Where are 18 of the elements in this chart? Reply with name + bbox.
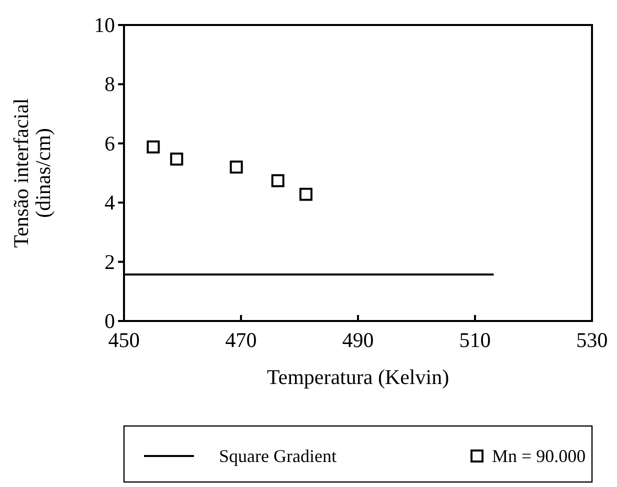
point	[146, 140, 160, 154]
y-tick-label: 8	[104, 72, 115, 96]
point	[299, 188, 312, 201]
point	[230, 160, 243, 174]
y-tick-label: 4	[104, 190, 116, 215]
x-tick-label: 510	[459, 328, 491, 352]
y-tick-label: 2	[104, 250, 115, 274]
x-tick-label: 470	[225, 328, 257, 352]
x-axis-title: Temperatura (Kelvin)	[266, 365, 450, 389]
y-axis-title: Tensão interfacial (dinas/cm)	[9, 98, 55, 248]
x-tick-label: 490	[342, 328, 374, 352]
x-tick-label: 530	[576, 328, 608, 352]
legend-label: Mn = 90.000	[492, 446, 586, 466]
y-tick-label: 10	[94, 13, 115, 37]
point	[170, 152, 184, 166]
y-tick-label: 6	[104, 131, 115, 156]
point	[271, 174, 284, 188]
legend-label: Square Gradient	[219, 446, 336, 466]
